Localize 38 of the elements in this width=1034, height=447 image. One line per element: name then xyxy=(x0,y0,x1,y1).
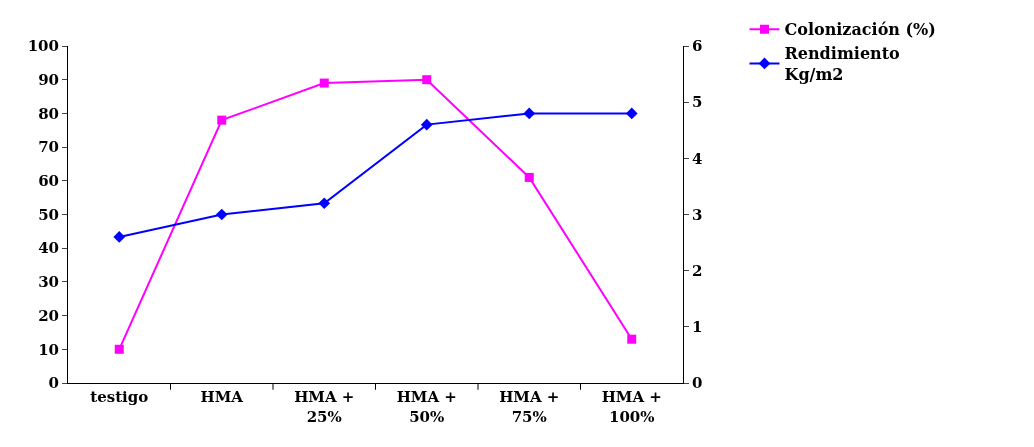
point xyxy=(523,107,536,120)
x-tick-label: testigo xyxy=(90,388,149,406)
y-tick-label: 20 xyxy=(38,306,59,325)
y-tick-label: 50 xyxy=(38,205,59,224)
y2-tick-label: 5 xyxy=(692,93,703,112)
point xyxy=(625,107,638,120)
legend-label: Rendimiento Kg/m2 xyxy=(784,44,901,85)
point xyxy=(627,334,637,344)
y2-tick-label: 6 xyxy=(692,37,703,56)
y2-tick-label: 1 xyxy=(692,318,703,337)
point xyxy=(422,75,432,85)
point xyxy=(215,208,228,221)
y-tick-label: 30 xyxy=(38,273,59,292)
point xyxy=(113,231,126,243)
x-tick-label: HMA xyxy=(200,388,244,406)
y-tick-label: 100 xyxy=(27,37,59,56)
x-tick-label: HMA + 75% xyxy=(499,388,560,426)
point xyxy=(319,78,329,88)
point xyxy=(524,172,534,182)
y2-tick-label: 0 xyxy=(692,374,703,393)
y-tick-label: 0 xyxy=(48,374,59,393)
point xyxy=(420,118,433,131)
point xyxy=(318,197,331,210)
y2-tick-label: 3 xyxy=(692,205,703,224)
y2-tick-label: 4 xyxy=(692,149,703,168)
legend-label: Colonización (%) xyxy=(784,20,936,40)
y-tick-label: 10 xyxy=(38,340,59,359)
y-tick-label: 40 xyxy=(38,239,59,258)
y-tick-label: 60 xyxy=(38,172,59,191)
x-tick-label: HMA + 50% xyxy=(396,388,457,426)
point xyxy=(114,344,124,354)
x-tick-label: HMA + 25% xyxy=(294,388,355,426)
x-tick-label: HMA + 100% xyxy=(601,388,662,426)
y-tick-label: 90 xyxy=(38,70,59,89)
point xyxy=(217,115,227,125)
y2-tick-label: 2 xyxy=(692,261,703,280)
y-tick-label: 80 xyxy=(38,104,59,123)
y-tick-label: 70 xyxy=(38,138,59,157)
